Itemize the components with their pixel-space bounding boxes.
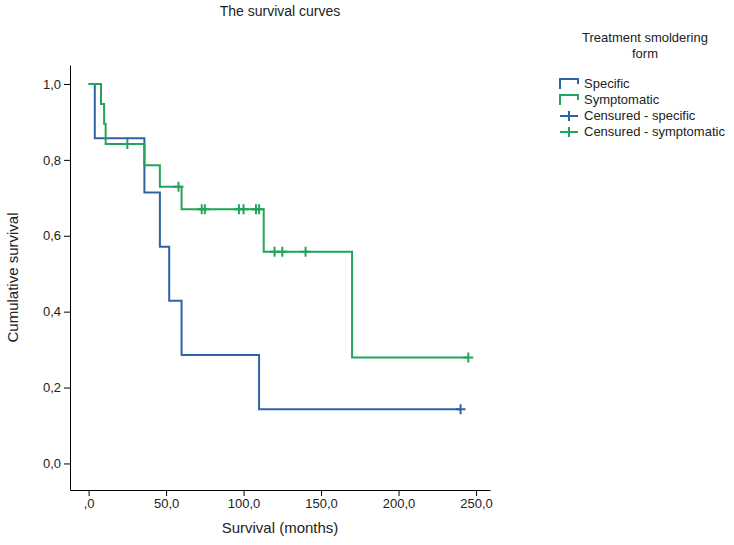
x-tick-label: ,0 xyxy=(84,496,95,511)
legend-swatch xyxy=(564,127,574,137)
censor-marker xyxy=(301,247,311,257)
legend-swatch xyxy=(564,111,574,121)
y-tick-mark xyxy=(64,312,70,313)
x-tick: ,0 xyxy=(84,490,95,511)
x-tick: 150,0 xyxy=(305,490,338,511)
y-tick-mark xyxy=(64,160,70,161)
x-tick-mark xyxy=(89,490,90,496)
title: The survival curves xyxy=(220,3,341,19)
censor-glyph xyxy=(200,204,210,214)
x-axis-line xyxy=(71,490,491,491)
censor-marker xyxy=(122,139,132,149)
y-tick-mark xyxy=(64,463,70,464)
x-tick: 200,0 xyxy=(383,490,416,511)
censor-glyph xyxy=(239,204,249,214)
y-tick: 0,8 xyxy=(43,153,70,168)
x-tick-mark xyxy=(399,490,400,496)
y-tick-label: 0,8 xyxy=(43,153,61,168)
x-tick: 100,0 xyxy=(228,490,261,511)
censor-glyph xyxy=(456,404,466,414)
y-tick: 0,0 xyxy=(43,456,70,471)
censor-marker xyxy=(254,204,264,214)
y-tick: 1,0 xyxy=(43,77,70,92)
y-tick-label: 0,4 xyxy=(43,304,61,319)
censor-marker xyxy=(463,353,473,363)
legend-title: Treatment smolderingform xyxy=(582,30,708,61)
chart: The survival curves ,0 50,0 100,0 150,0 200,0… xyxy=(0,0,734,545)
legend-item: Symptomatic xyxy=(560,92,660,107)
legend-swatch xyxy=(560,79,578,89)
censor-glyph xyxy=(301,247,311,257)
x-tick: 250,0 xyxy=(460,490,493,511)
x-tick-label: 50,0 xyxy=(154,496,179,511)
survival-curve xyxy=(89,84,469,358)
x-axis: ,0 50,0 100,0 150,0 200,0 250,0 xyxy=(71,490,493,511)
legend-item: Censured - specific xyxy=(560,108,696,123)
y-tick-mark xyxy=(64,84,70,85)
censor-glyph xyxy=(122,139,132,149)
y-tick: 0,4 xyxy=(43,304,70,319)
censor-glyph xyxy=(173,182,183,192)
y-tick-label: 0,6 xyxy=(43,228,61,243)
legend-item: Censured - symptomatic xyxy=(560,124,725,139)
y-axis: 0,0 0,2 0,4 0,6 0,8 1,0 xyxy=(43,66,71,491)
x-tick: 50,0 xyxy=(154,490,179,511)
y-tick: 0,2 xyxy=(43,380,70,395)
y-tick-label: 0,2 xyxy=(43,380,61,395)
legend-label: Specific xyxy=(584,76,630,91)
censor-marker xyxy=(277,247,287,257)
y-tick: 0,6 xyxy=(43,228,70,243)
legend-label: Censured - symptomatic xyxy=(584,124,725,139)
censor-glyph xyxy=(254,204,264,214)
plot-area xyxy=(89,84,474,414)
x-tick-label: 150,0 xyxy=(305,496,338,511)
x-tick-label: 250,0 xyxy=(460,496,493,511)
y-tick-label: 0,0 xyxy=(43,456,61,471)
y-tick-label: 1,0 xyxy=(43,77,61,92)
x-tick-mark xyxy=(244,490,245,496)
x-tick-label: 100,0 xyxy=(228,496,261,511)
censor-marker xyxy=(173,182,183,192)
y-tick-mark xyxy=(64,388,70,389)
censor-marker xyxy=(456,404,466,414)
y-axis-title: Cumulative survival xyxy=(4,212,21,342)
censor-marker xyxy=(239,204,249,214)
x-tick-mark xyxy=(166,490,167,496)
legend-label: Symptomatic xyxy=(584,92,660,107)
x-tick-mark xyxy=(321,490,322,496)
legend: Treatment smolderingform SpecificSymptoma… xyxy=(560,30,725,139)
censor-glyph xyxy=(463,353,473,363)
legend-item: Specific xyxy=(560,76,630,91)
x-axis-title: Survival (months) xyxy=(222,519,339,536)
censor-glyph xyxy=(277,247,287,257)
x-tick-mark xyxy=(476,490,477,496)
censor-marker xyxy=(200,204,210,214)
y-tick-mark xyxy=(64,236,70,237)
survival-curve xyxy=(89,84,461,409)
legend-label: Censured - specific xyxy=(584,108,696,123)
x-tick-label: 200,0 xyxy=(383,496,416,511)
y-axis-line xyxy=(70,66,71,491)
legend-swatch xyxy=(560,95,578,105)
